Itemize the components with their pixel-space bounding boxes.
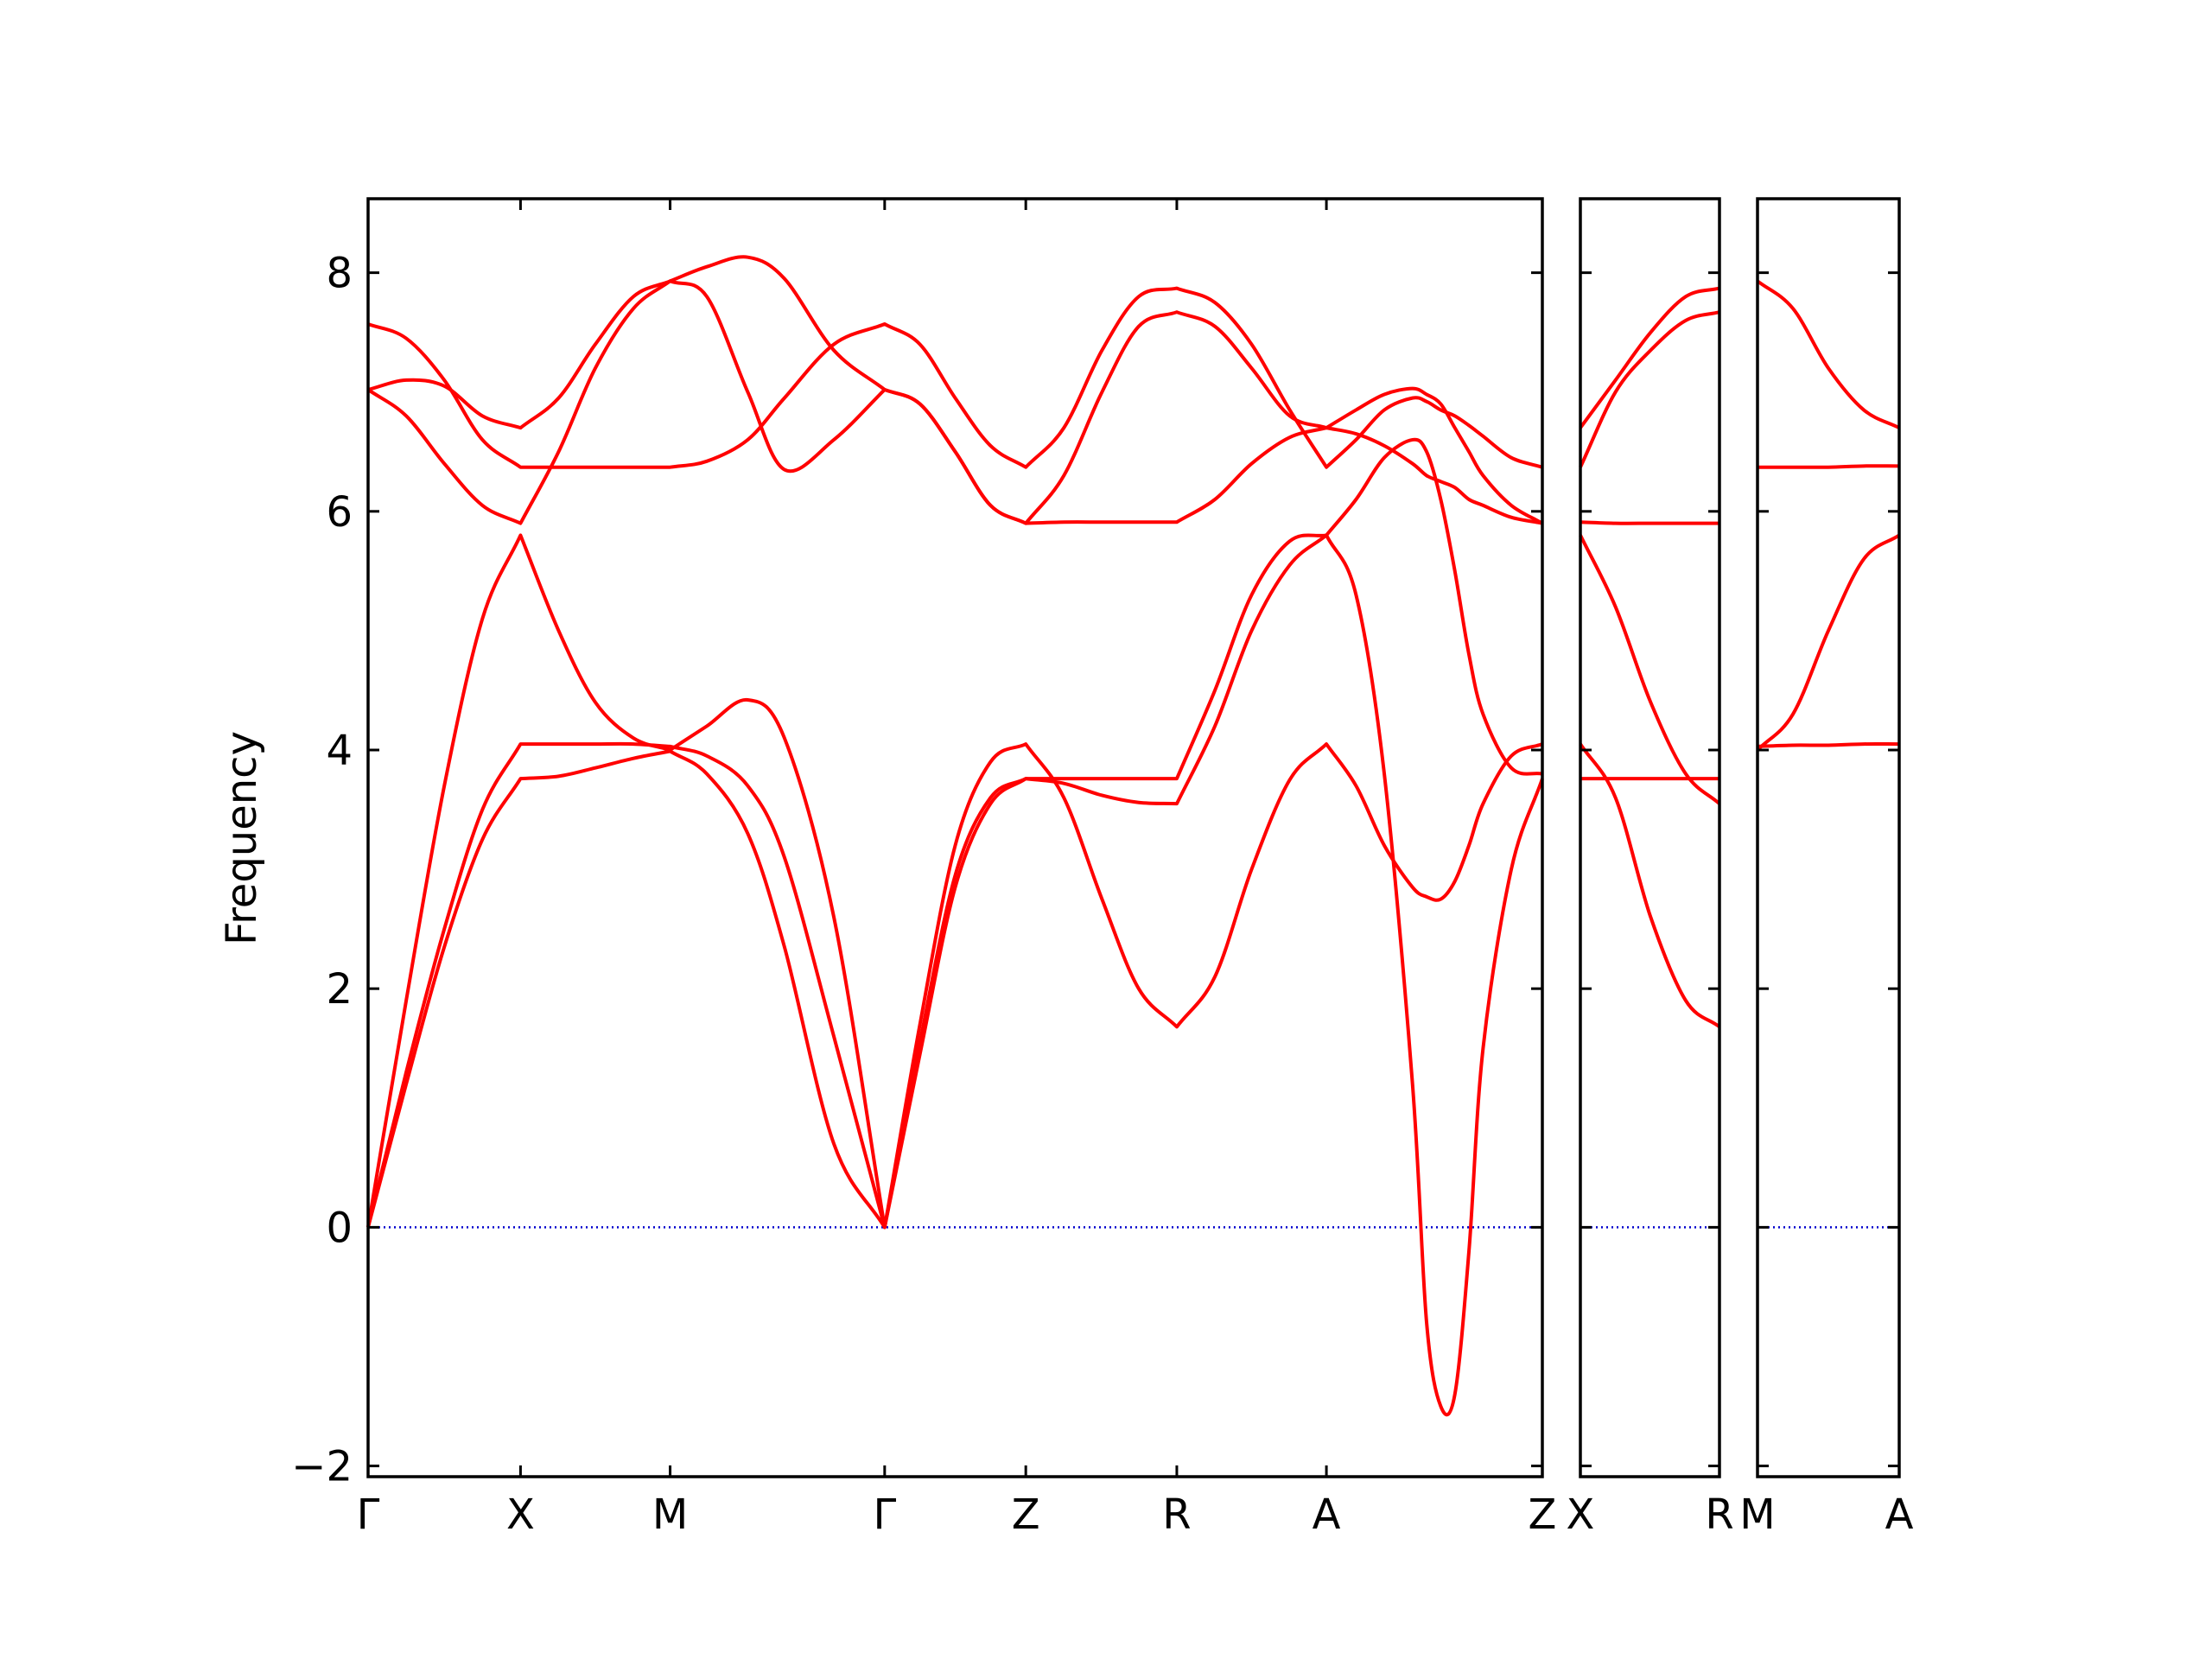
y-tick-label: −2: [291, 1443, 353, 1491]
band-line: [1579, 310, 1720, 468]
band-line: [1580, 520, 1719, 525]
y-tick-label: 4: [326, 727, 353, 775]
plot-frame: [366, 197, 1544, 1478]
x-tick-label: X: [506, 1491, 535, 1539]
x-tick-label: R: [1162, 1491, 1191, 1539]
band-line: [1579, 286, 1720, 429]
y-tick-label: 6: [326, 488, 353, 537]
plot-frame: [1579, 197, 1721, 1478]
x-tick-label: M: [1739, 1491, 1775, 1539]
plot-frame: [1756, 197, 1901, 1478]
band-line: [367, 255, 1543, 525]
y-tick-label: 8: [326, 250, 353, 298]
x-tick-label: A: [1885, 1491, 1914, 1539]
band-line: [366, 279, 1543, 525]
x-tick-label: M: [652, 1491, 688, 1539]
x-tick-label: Z: [1012, 1491, 1040, 1539]
y-tick-label: 2: [326, 965, 353, 1014]
band-line: [1579, 743, 1721, 1028]
band-line: [1757, 464, 1900, 469]
band-line: [367, 286, 1543, 469]
x-tick-label: A: [1313, 1491, 1341, 1539]
band-line: [366, 437, 1543, 1230]
x-tick-label: Γ: [873, 1491, 896, 1539]
band-line: [366, 533, 1544, 1417]
band-line: [366, 533, 1543, 1230]
x-tick-label: X: [1567, 1491, 1595, 1539]
band-line: [1757, 741, 1900, 748]
x-tick-label: Z: [1529, 1491, 1557, 1539]
x-tick-label: R: [1705, 1491, 1733, 1539]
y-tick-label: 0: [326, 1204, 353, 1252]
x-tick-label: Γ: [357, 1491, 380, 1539]
band-line: [1579, 534, 1721, 805]
band-line: [1756, 279, 1900, 429]
y-axis-label: Frequency: [218, 731, 266, 945]
band-line: [1756, 533, 1901, 752]
